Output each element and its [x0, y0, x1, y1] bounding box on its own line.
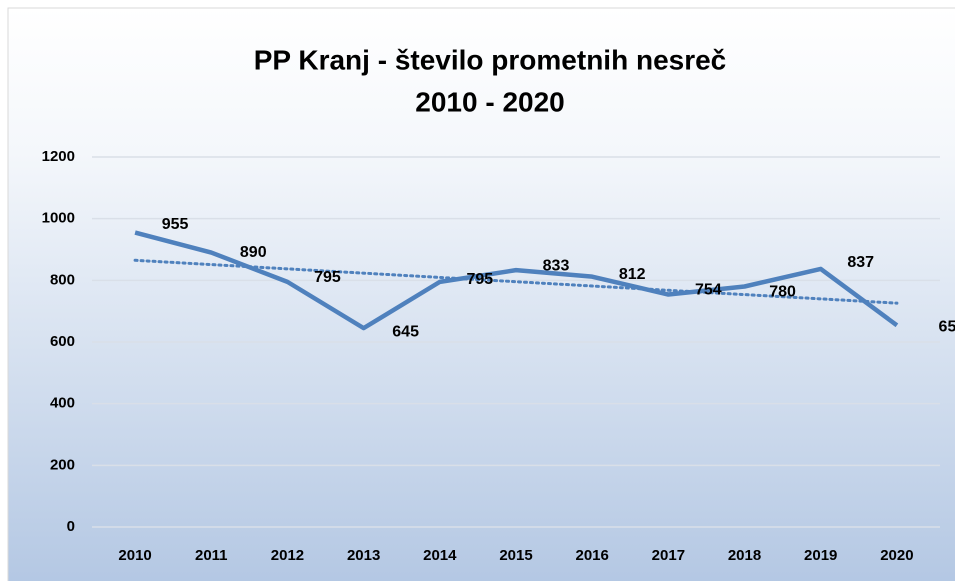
x-tick-label: 2014: [423, 547, 457, 564]
y-tick-label: 600: [50, 333, 75, 350]
data-label: 837: [847, 254, 874, 271]
chart-title: PP Kranj - število prometnih nesreč: [254, 44, 727, 75]
data-label: 795: [466, 271, 493, 288]
chart-subtitle: 2010 - 2020: [415, 86, 564, 117]
x-tick-label: 2018: [728, 547, 761, 564]
data-label: 833: [543, 257, 570, 274]
chart-background: [7, 7, 955, 581]
y-tick-label: 1200: [42, 148, 75, 165]
x-tick-label: 2019: [804, 547, 837, 564]
x-tick-label: 2010: [118, 547, 151, 564]
x-tick-label: 2012: [271, 547, 304, 564]
data-label: 754: [695, 282, 722, 299]
data-label: 795: [314, 269, 341, 286]
data-label: 955: [162, 216, 189, 233]
x-tick-label: 2011: [195, 547, 228, 564]
data-label: 654: [939, 319, 955, 336]
x-tick-label: 2013: [347, 547, 380, 564]
x-tick-label: 2016: [575, 547, 608, 564]
x-tick-label: 2015: [499, 547, 532, 564]
y-tick-label: 400: [50, 395, 75, 412]
data-label: 890: [240, 244, 267, 261]
data-label: 780: [769, 284, 796, 301]
data-label: 812: [619, 266, 646, 283]
y-tick-label: 1000: [42, 210, 75, 227]
data-label: 645: [392, 323, 419, 340]
y-tick-label: 800: [50, 271, 75, 288]
y-tick-label: 200: [50, 456, 75, 473]
y-tick-label: 0: [67, 518, 75, 535]
trendline: [133, 258, 899, 305]
x-tick-label: 2017: [652, 547, 685, 564]
line-series: [134, 230, 899, 331]
x-tick-label: 2020: [880, 547, 913, 564]
